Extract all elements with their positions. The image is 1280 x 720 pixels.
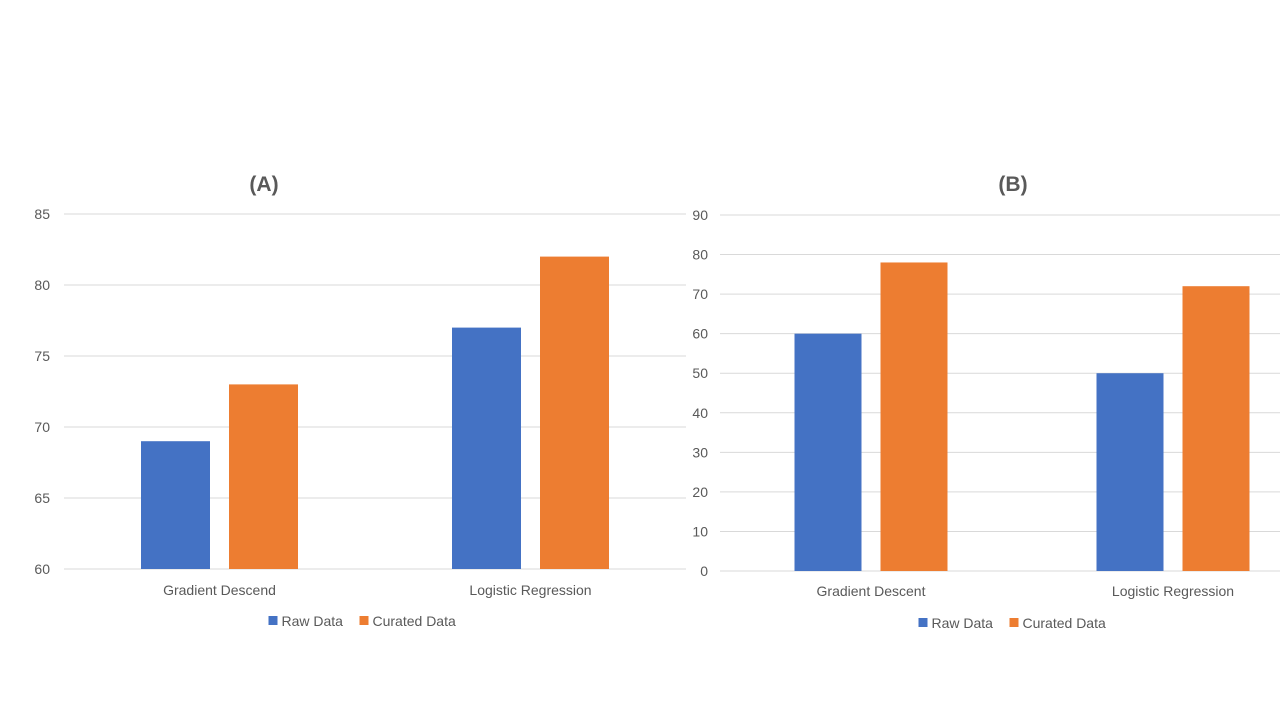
chart-b-legend-swatch-curated bbox=[1009, 618, 1019, 627]
chart-b-y-tick-label: 30 bbox=[692, 444, 708, 460]
chart-a-y-tick-label: 65 bbox=[34, 490, 50, 506]
chart-b-bar-curated-1 bbox=[1182, 286, 1250, 571]
chart-b-y-tick-label: 80 bbox=[692, 247, 708, 263]
chart-a-y-tick-label: 85 bbox=[34, 206, 50, 222]
chart-a-bar-curated-1 bbox=[540, 256, 609, 569]
chart-a-bar-raw-1 bbox=[452, 327, 521, 569]
chart-a-bar-curated-0 bbox=[229, 384, 298, 569]
chart-b-legend-swatch-raw bbox=[918, 618, 928, 627]
chart-b-category-label: Gradient Descent bbox=[817, 583, 926, 599]
chart-a: (A) 60 65 70 75 80 85 Gradient Descend Logistic… bbox=[34, 173, 686, 629]
chart-b-y-tick-label: 70 bbox=[692, 286, 708, 302]
chart-a-y-tick-label: 80 bbox=[34, 277, 50, 293]
chart-b-y-tick-label: 20 bbox=[692, 484, 708, 500]
chart-b: (B) 0 10 20 30 40 50 60 70 80 90 Gradient Descent L… bbox=[692, 173, 1280, 631]
chart-a-y-tick-label: 75 bbox=[34, 348, 50, 364]
chart-b-legend-label-curated: Curated Data bbox=[1023, 615, 1106, 631]
chart-b-bar-raw-1 bbox=[1096, 373, 1164, 571]
chart-b-y-tick-label: 90 bbox=[692, 207, 708, 223]
chart-a-legend-label-raw: Raw Data bbox=[282, 613, 344, 629]
chart-a-legend-swatch-raw bbox=[268, 616, 278, 625]
chart-b-title: (B) bbox=[998, 173, 1027, 196]
chart-a-bar-raw-0 bbox=[141, 441, 210, 569]
chart-b-y-tick-label: 0 bbox=[700, 563, 708, 579]
chart-b-y-tick-label: 50 bbox=[692, 365, 708, 381]
chart-a-legend-swatch-curated bbox=[359, 616, 369, 625]
chart-a-y-tick-label: 60 bbox=[34, 561, 50, 577]
chart-b-legend-label-raw: Raw Data bbox=[932, 615, 994, 631]
chart-a-legend-label-curated: Curated Data bbox=[373, 613, 456, 629]
chart-b-y-tick-label: 40 bbox=[692, 405, 708, 421]
chart-a-category-label: Gradient Descend bbox=[163, 582, 276, 598]
chart-b-y-tick-label: 10 bbox=[692, 523, 708, 539]
chart-a-y-tick-label: 70 bbox=[34, 419, 50, 435]
chart-b-bar-raw-0 bbox=[794, 333, 862, 571]
chart-b-y-tick-label: 60 bbox=[692, 326, 708, 342]
chart-b-bar-curated-0 bbox=[880, 262, 948, 571]
chart-a-title: (A) bbox=[249, 173, 278, 196]
chart-b-category-label: Logistic Regression bbox=[1112, 583, 1234, 599]
chart-a-category-label: Logistic Regression bbox=[469, 582, 591, 598]
